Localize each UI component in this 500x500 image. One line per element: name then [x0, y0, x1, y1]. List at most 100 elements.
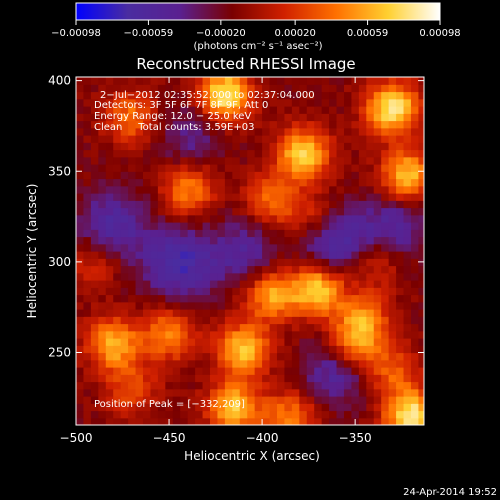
heatmap-cell	[232, 265, 241, 274]
heatmap-cell	[291, 403, 300, 412]
heatmap-cell	[336, 135, 345, 143]
heatmap-cell	[314, 251, 323, 259]
heatmap-cell	[314, 417, 323, 425]
heatmap-cell	[262, 410, 271, 419]
heatmap-cell	[172, 185, 181, 194]
heatmap-cell	[284, 185, 293, 194]
heatmap-cell	[284, 359, 293, 368]
heatmap-cell	[83, 265, 92, 274]
heatmap-cell	[314, 156, 323, 165]
heatmap-cell	[128, 207, 137, 216]
heatmap-cell	[276, 330, 286, 339]
heatmap-cell	[388, 316, 397, 325]
heatmap-cell	[262, 127, 271, 136]
heatmap-cell	[187, 359, 196, 368]
heatmap-cell	[113, 164, 122, 172]
heatmap-cell	[165, 258, 174, 267]
heatmap-cell	[358, 120, 367, 129]
heatmap-cell	[306, 417, 315, 425]
heatmap-cell	[150, 113, 159, 122]
heatmap-cell	[150, 396, 159, 404]
heatmap-cell	[269, 396, 278, 404]
heatmap-cell	[187, 272, 196, 281]
heatmap-cell	[388, 309, 397, 317]
heatmap-cell	[187, 91, 196, 100]
heatmap-cell	[90, 156, 99, 165]
heatmap-cell	[291, 381, 300, 390]
heatmap-cell	[113, 156, 122, 165]
heatmap-cell	[128, 374, 137, 383]
heatmap-cell	[202, 98, 211, 107]
heatmap-cell	[291, 345, 300, 354]
heatmap-cell	[262, 164, 271, 172]
heatmap-cell	[373, 287, 382, 296]
heatmap-cell	[98, 214, 107, 223]
heatmap-cell	[187, 207, 196, 216]
heatmap-cell	[351, 258, 360, 267]
heatmap-cell	[90, 222, 99, 230]
heatmap-cell	[291, 265, 300, 274]
heatmap-cell	[269, 323, 278, 332]
heatmap-cell	[321, 207, 330, 216]
heatmap-cell	[172, 229, 181, 238]
heatmap-cell	[187, 338, 196, 346]
heatmap-cell	[396, 265, 405, 274]
heatmap-cell	[284, 403, 293, 412]
heatmap-cell	[291, 396, 300, 404]
heatmap-cell	[150, 294, 159, 303]
heatmap-cell	[224, 251, 233, 259]
heatmap-cell	[403, 367, 412, 375]
heatmap-cell	[291, 374, 300, 383]
heatmap-cell	[209, 193, 219, 201]
heatmap-cell	[388, 222, 397, 230]
heatmap-cell	[83, 193, 92, 201]
heatmap-cell	[142, 142, 152, 151]
heatmap-cell	[366, 156, 375, 165]
heatmap-cell	[262, 120, 271, 129]
heatmap-cell	[113, 294, 122, 303]
heatmap-cell	[195, 98, 204, 107]
heatmap-cell	[262, 243, 271, 252]
heatmap-cell	[83, 106, 92, 114]
heatmap-cell	[113, 207, 122, 216]
heatmap-cell	[351, 374, 360, 383]
heatmap-cell	[299, 265, 308, 274]
heatmap-cell	[180, 374, 189, 383]
heatmap-cell	[373, 243, 382, 252]
heatmap-cell	[98, 84, 107, 93]
heatmap-cell	[150, 417, 159, 425]
heatmap-cell	[343, 222, 353, 230]
heatmap-cell	[299, 359, 308, 368]
heatmap-cell	[83, 381, 92, 390]
heatmap-cell	[76, 280, 85, 288]
heatmap-cell	[180, 91, 189, 100]
heatmap-cell	[224, 77, 233, 85]
heatmap-cell	[284, 280, 293, 288]
heatmap-cell	[150, 193, 159, 201]
heatmap-cell	[418, 316, 424, 325]
heatmap-cell	[232, 200, 241, 209]
heatmap-cell	[284, 410, 293, 419]
heatmap-cell	[209, 106, 219, 114]
heatmap-cell	[135, 229, 144, 238]
x-tick-label: −500	[60, 431, 93, 445]
heatmap-cell	[128, 294, 137, 303]
heatmap-cell	[276, 316, 286, 325]
heatmap-cell	[83, 127, 92, 136]
heatmap-cell	[276, 77, 286, 85]
heatmap-cell	[224, 258, 233, 267]
heatmap-cell	[105, 207, 114, 216]
heatmap-cell	[187, 330, 196, 339]
heatmap-cell	[269, 338, 278, 346]
heatmap-cell	[217, 251, 226, 259]
heatmap-cell	[224, 359, 233, 368]
heatmap-cell	[329, 207, 338, 216]
heatmap-cell	[366, 417, 375, 425]
heatmap-cell	[351, 352, 360, 361]
heatmap-cell	[239, 222, 248, 230]
heatmap-cell	[165, 359, 174, 368]
heatmap-cell	[224, 127, 233, 136]
heatmap-cell	[98, 323, 107, 332]
heatmap-cell	[314, 91, 323, 100]
heatmap-cell	[232, 388, 241, 397]
